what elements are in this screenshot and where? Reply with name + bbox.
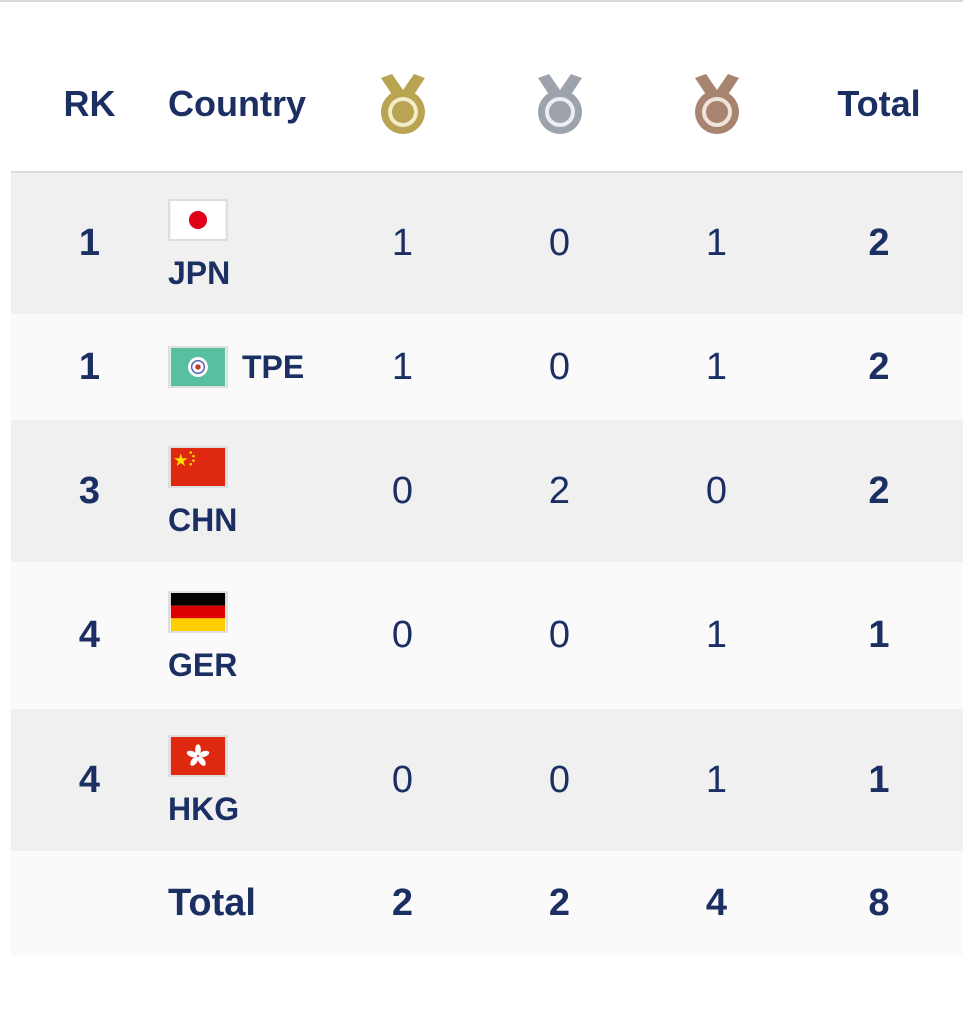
totals-gold: 2 <box>391 881 414 924</box>
total-count: 2 <box>868 345 890 388</box>
chinese-taipei-flag-icon <box>168 346 228 388</box>
gold-count: 0 <box>391 614 414 656</box>
table-row[interactable]: 3 CHN 0 2 0 2 <box>11 420 963 562</box>
country-cell[interactable]: GER <box>168 562 324 709</box>
bronze-count: 1 <box>705 758 728 801</box>
germany-flag-icon <box>168 590 228 633</box>
hong-kong-flag-icon <box>168 735 228 777</box>
silver-header[interactable] <box>481 36 638 172</box>
rank-cell: 1 <box>78 222 101 264</box>
table-row[interactable]: 4 HKG 0 0 <box>11 709 963 851</box>
bronze-medal-icon <box>694 73 739 134</box>
totals-silver: 2 <box>548 881 571 924</box>
gold-count: 0 <box>391 469 414 512</box>
totals-bronze: 4 <box>705 881 728 924</box>
country-code: HKG <box>168 791 240 827</box>
gold-count: 1 <box>391 222 414 264</box>
medal-table: RK Country <box>11 36 963 955</box>
gold-medal-icon <box>380 73 425 134</box>
gold-count: 1 <box>391 345 414 388</box>
rank-cell: 4 <box>78 758 101 801</box>
total-count: 2 <box>868 222 890 264</box>
country-code: TPE <box>242 349 305 385</box>
bronze-count: 1 <box>705 614 728 656</box>
bronze-header[interactable] <box>638 36 795 172</box>
total-count: 2 <box>868 469 890 512</box>
total-header[interactable]: Total <box>837 82 921 124</box>
totals-row: Total 2 2 4 8 <box>11 851 963 955</box>
country-cell[interactable]: CHN <box>168 420 324 562</box>
rank-cell: 4 <box>78 614 101 656</box>
totals-label: Total <box>168 881 256 924</box>
top-divider <box>0 0 963 2</box>
japan-flag-icon <box>168 198 228 241</box>
bronze-count: 1 <box>705 345 728 388</box>
table-header-row: RK Country <box>11 36 963 172</box>
table-row[interactable]: 1 TPE 1 0 1 2 <box>11 314 963 420</box>
china-flag-icon <box>168 446 228 488</box>
totals-total: 8 <box>868 881 890 924</box>
total-count: 1 <box>868 614 890 656</box>
silver-count: 0 <box>548 222 571 264</box>
bronze-count: 1 <box>705 222 728 264</box>
rank-cell: 1 <box>78 345 101 388</box>
gold-count: 0 <box>391 758 414 801</box>
silver-count: 0 <box>548 614 571 656</box>
country-code: JPN <box>168 254 231 291</box>
table-row[interactable]: 4 GER 0 0 1 1 <box>11 562 963 709</box>
silver-medal-icon <box>537 73 582 134</box>
country-cell[interactable]: TPE <box>168 314 324 420</box>
country-code: GER <box>168 646 238 683</box>
bronze-count: 0 <box>705 469 728 512</box>
silver-count: 0 <box>548 345 571 388</box>
total-count: 1 <box>868 758 890 801</box>
country-cell[interactable]: HKG <box>168 709 324 851</box>
silver-count: 2 <box>548 469 571 512</box>
country-code: CHN <box>168 502 238 538</box>
rank-header[interactable]: RK <box>63 82 116 124</box>
silver-count: 0 <box>548 758 571 801</box>
country-cell[interactable]: JPN <box>168 172 324 314</box>
table-row[interactable]: 1 JPN 1 0 1 2 <box>11 172 963 314</box>
country-header[interactable]: Country <box>168 82 306 124</box>
totals-rank-empty <box>11 851 168 955</box>
gold-header[interactable] <box>324 36 481 172</box>
rank-cell: 3 <box>78 469 101 512</box>
